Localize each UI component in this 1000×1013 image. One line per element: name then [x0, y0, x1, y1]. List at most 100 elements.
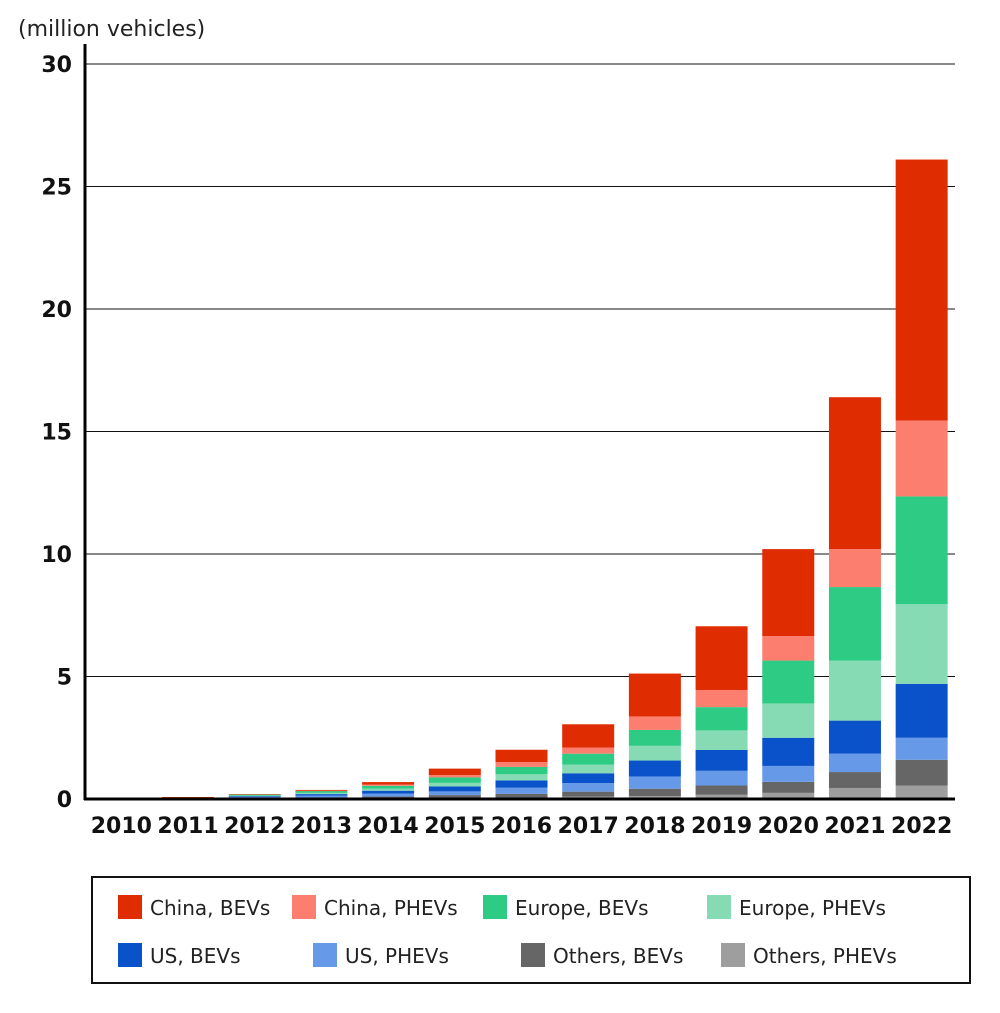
- x-tick-label-2021: 2021: [824, 814, 885, 839]
- bar-2017-europe-phevs: [562, 764, 615, 774]
- y-tick-label-15: 15: [41, 421, 72, 446]
- bar-2020-us-phevs: [762, 765, 815, 782]
- x-tick-label-2014: 2014: [357, 814, 418, 839]
- bar-2017-us-bevs: [562, 773, 615, 784]
- bar-2020-europe-bevs: [762, 660, 815, 704]
- y-tick-label-30: 30: [41, 53, 72, 78]
- bar-2013-us-phevs: [295, 795, 348, 798]
- legend-swatch-others-phevs: [721, 943, 745, 967]
- bar-2018-us-bevs: [628, 760, 681, 777]
- bar-2015-china-bevs: [428, 768, 481, 775]
- bar-2021-europe-bevs: [828, 587, 881, 661]
- x-tick-label-2018: 2018: [624, 814, 685, 839]
- bar-2013-europe-bevs: [295, 790, 348, 793]
- legend-swatch-others-bevs: [521, 943, 545, 967]
- bar-2020-others-bevs: [762, 781, 815, 793]
- bar-2020-china-phevs: [762, 636, 815, 661]
- x-tick-label-2012: 2012: [224, 814, 285, 839]
- legend-swatch-china-phevs: [292, 895, 316, 919]
- x-tick-label-2013: 2013: [291, 814, 352, 839]
- bar-2016-europe-bevs: [495, 766, 548, 775]
- bar-2013-china-phevs: [295, 790, 348, 792]
- bar-2014-europe-phevs: [362, 788, 415, 791]
- bar-2022-china-phevs: [895, 420, 948, 497]
- x-tick-label-2015: 2015: [424, 814, 485, 839]
- x-axis-ticks: 2010 2011 2012 2013 2014 2015 2016 2017 2018 2019…: [91, 814, 953, 839]
- bar-2015-europe-bevs: [428, 777, 481, 783]
- x-tick-label-2022: 2022: [891, 814, 952, 839]
- bar-2016-us-bevs: [495, 780, 548, 788]
- x-tick-label-2016: 2016: [491, 814, 552, 839]
- bar-2019-others-phevs: [695, 794, 748, 799]
- bar-2019-china-bevs: [695, 626, 748, 690]
- legend-label-us-bevs: US, BEVs: [150, 944, 241, 968]
- bar-2015-europe-phevs: [428, 782, 481, 787]
- bar-2016-us-phevs: [495, 787, 548, 794]
- axes: [83, 44, 955, 801]
- x-tick-label-2011: 2011: [157, 814, 218, 839]
- bar-2019-europe-bevs: [695, 707, 748, 731]
- bar-2015-us-phevs: [428, 791, 481, 796]
- bar-2022-china-bevs: [895, 159, 948, 421]
- bar-2019-others-bevs: [695, 785, 748, 795]
- bar-2016-china-phevs: [495, 762, 548, 767]
- bar-2021-us-bevs: [828, 720, 881, 754]
- bar-2016-europe-phevs: [495, 774, 548, 781]
- y-tick-label-25: 25: [41, 176, 72, 201]
- y-tick-label-0: 0: [57, 788, 72, 813]
- bar-2014-us-phevs: [362, 793, 415, 797]
- bar-2018-china-bevs: [628, 673, 681, 717]
- x-tick-label-2019: 2019: [691, 814, 752, 839]
- legend-swatch-europe-phevs: [707, 895, 731, 919]
- bar-2012-us-phevs: [228, 796, 281, 799]
- bar-2012-europe-phevs: [228, 795, 281, 797]
- bar-2017-europe-bevs: [562, 753, 615, 765]
- legend-label-europe-bevs: Europe, BEVs: [515, 896, 649, 920]
- bar-2015-others-bevs: [428, 795, 481, 799]
- bar-2018-china-phevs: [628, 716, 681, 730]
- legend-label-china-phevs: China, PHEVs: [324, 896, 458, 920]
- legend: China, BEVs China, PHEVs Europe, BEVs Europ…: [91, 876, 971, 984]
- bar-2015-us-bevs: [428, 786, 481, 792]
- y-tick-label-5: 5: [57, 666, 72, 691]
- legend-swatch-europe-bevs: [483, 895, 507, 919]
- bar-2019-us-bevs: [695, 750, 748, 771]
- legend-label-others-phevs: Others, PHEVs: [753, 944, 897, 968]
- x-tick-label-2010: 2010: [91, 814, 152, 839]
- bar-2018-europe-bevs: [628, 729, 681, 746]
- y-tick-label-10: 10: [41, 543, 72, 568]
- bar-2017-others-bevs: [562, 791, 615, 797]
- bar-2022-europe-bevs: [895, 496, 948, 605]
- bar-2022-europe-phevs: [895, 604, 948, 684]
- bar-2020-others-phevs: [762, 792, 815, 799]
- bar-2014-china-bevs: [362, 782, 415, 785]
- bar-2013-china-bevs: [295, 789, 348, 791]
- bar-2020-china-bevs: [762, 549, 815, 637]
- bar-2022-us-phevs: [895, 737, 948, 760]
- bar-2021-china-phevs: [828, 549, 881, 588]
- bar-2017-china-phevs: [562, 747, 615, 754]
- bar-2011-china-bevs: [162, 797, 215, 798]
- legend-label-others-bevs: Others, BEVs: [553, 944, 683, 968]
- bar-2018-us-phevs: [628, 776, 681, 789]
- legend-swatch-us-phevs: [313, 943, 337, 967]
- x-tick-label-2017: 2017: [558, 814, 619, 839]
- bar-2022-others-bevs: [895, 759, 948, 786]
- y-tick-label-20: 20: [41, 298, 72, 323]
- x-tick-label-2020: 2020: [758, 814, 819, 839]
- bar-2017-us-phevs: [562, 783, 615, 792]
- y-axis-unit-label: (million vehicles): [18, 17, 205, 42]
- bar-2022-us-bevs: [895, 683, 948, 738]
- bar-2013-europe-phevs: [295, 792, 348, 795]
- bar-2021-others-phevs: [828, 787, 881, 799]
- legend-swatch-china-bevs: [118, 895, 142, 919]
- bar-2021-others-bevs: [828, 772, 881, 788]
- legend-label-us-phevs: US, PHEVs: [345, 944, 449, 968]
- y-axis-ticks: 0 5 10 15 20 25 30: [41, 53, 72, 813]
- bar-2014-us-bevs: [362, 790, 415, 794]
- bar-2018-others-bevs: [628, 788, 681, 797]
- bar-2022-others-phevs: [895, 785, 948, 799]
- bar-2012-us-bevs: [228, 796, 281, 797]
- bar-2014-china-phevs: [362, 784, 415, 786]
